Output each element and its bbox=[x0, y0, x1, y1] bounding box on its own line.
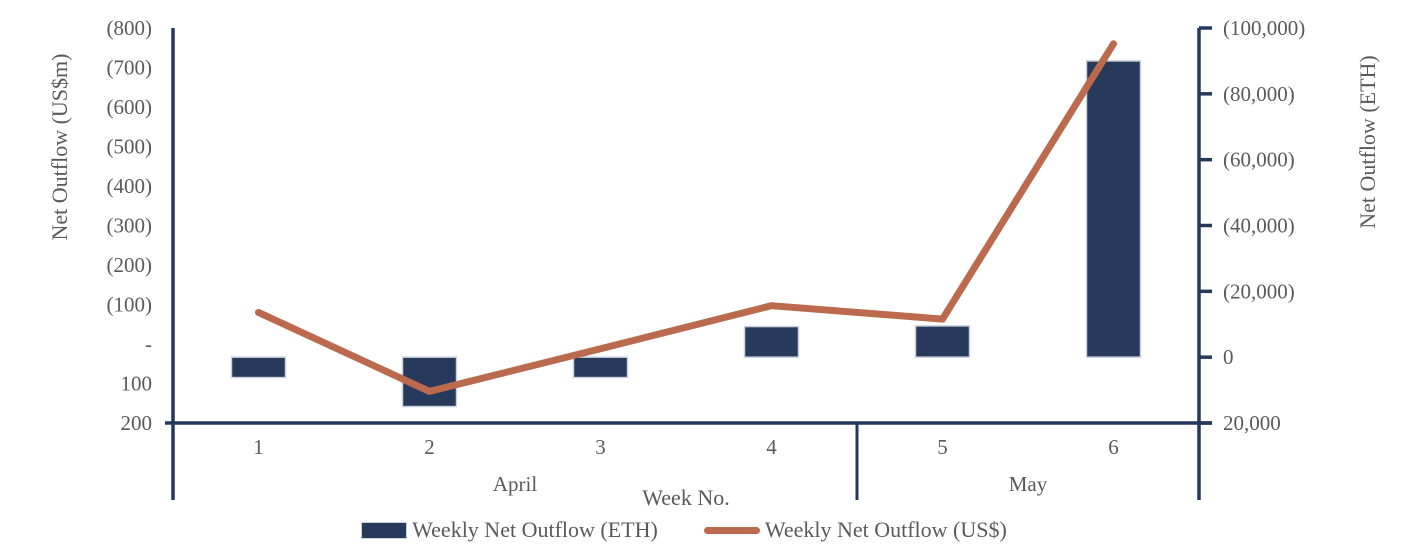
left-axis-tick-label: 200 bbox=[121, 411, 153, 435]
left-axis-title: Net Outflow (US$m) bbox=[47, 53, 72, 241]
left-axis-tick-label: (600) bbox=[107, 95, 153, 119]
month-label: May bbox=[1009, 472, 1048, 496]
left-axis-tick-label: (700) bbox=[107, 56, 153, 80]
week-label: 6 bbox=[1108, 435, 1119, 459]
bar-week-4 bbox=[743, 325, 800, 358]
week-label: 2 bbox=[424, 435, 435, 459]
right-axis-tick-label: (100,000) bbox=[1223, 16, 1305, 40]
legend-label: Weekly Net Outflow (US$) bbox=[764, 517, 1007, 542]
right-axis-tick-label: (20,000) bbox=[1223, 279, 1295, 303]
bar-week-3 bbox=[572, 356, 629, 379]
line-swatch bbox=[703, 526, 760, 534]
month-label: April bbox=[493, 472, 537, 496]
week-label: 1 bbox=[253, 435, 264, 459]
right-axis-title: Net Outflow (ETH) bbox=[1355, 55, 1380, 229]
right-axis-tick-label: (60,000) bbox=[1223, 148, 1295, 172]
usd-line bbox=[255, 40, 1117, 395]
left-axis-tick-label: (300) bbox=[107, 214, 153, 238]
right-axis-tick-label: 0 bbox=[1223, 345, 1234, 369]
right-axis-tick-label: (80,000) bbox=[1223, 82, 1295, 106]
left-axis-tick-label: 100 bbox=[121, 372, 153, 396]
legend-label: Weekly Net Outflow (ETH) bbox=[412, 517, 658, 542]
week-label: 5 bbox=[937, 435, 948, 459]
left-axis-tick-label: (400) bbox=[107, 174, 153, 198]
left-axis-tick-label: (500) bbox=[107, 135, 153, 159]
bar-week-1 bbox=[230, 356, 287, 379]
legend-item: Weekly Net Outflow (ETH) bbox=[361, 517, 658, 543]
bar-week-5 bbox=[914, 325, 971, 358]
right-axis-tick-label: 20,000 bbox=[1223, 411, 1281, 435]
bar-swatch bbox=[361, 521, 408, 539]
legend: Weekly Net Outflow (ETH) Weekly Net Outfl… bbox=[0, 515, 1368, 545]
left-axis-tick-label: - bbox=[145, 332, 152, 356]
left-axis-tick-label: (200) bbox=[107, 253, 153, 277]
week-label: 3 bbox=[595, 435, 606, 459]
right-axis-tick-label: (40,000) bbox=[1223, 214, 1295, 238]
left-axis-tick-label: (800) bbox=[107, 16, 153, 40]
x-axis-title: Week No. bbox=[642, 485, 730, 510]
bar-week-6 bbox=[1085, 60, 1142, 358]
legend-item: Weekly Net Outflow (US$) bbox=[703, 517, 1007, 543]
week-label: 4 bbox=[766, 435, 777, 459]
left-axis-tick-label: (100) bbox=[107, 293, 153, 317]
